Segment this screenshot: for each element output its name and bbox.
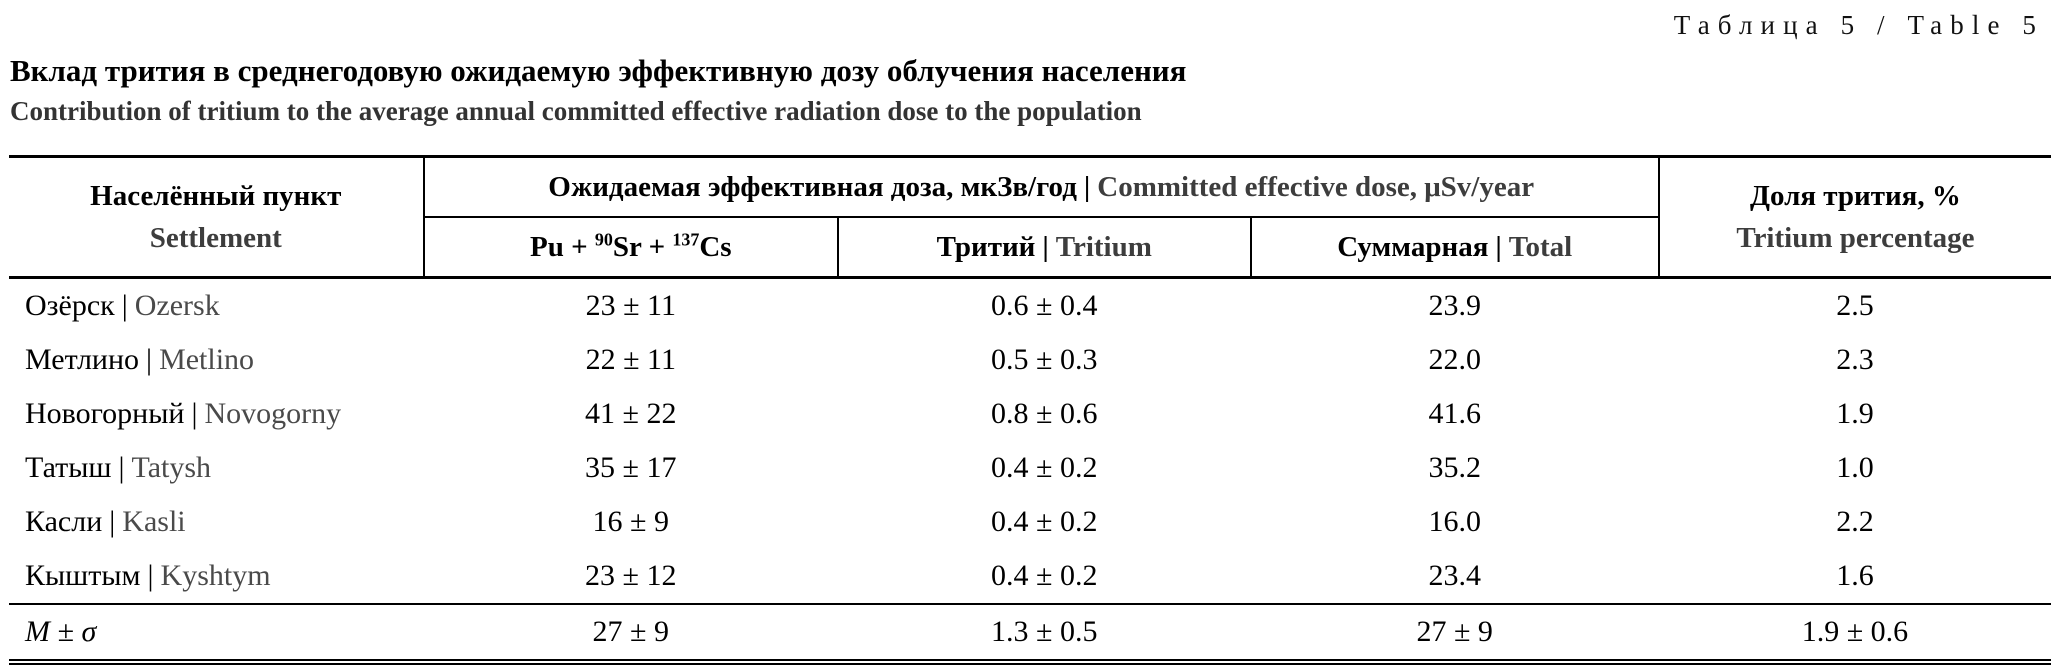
table-row-novogorny: Новогорный | Novogorny 41 ± 22 0.8 ± 0.6 4…	[9, 387, 2051, 441]
tritium-cell: 0.4 ± 0.2	[991, 505, 1098, 538]
table-title-english: Contribution of tritium to the average a…	[10, 96, 1142, 126]
table-row-kasli: Касли | Kasli 16 ± 9 0.4 ± 0.2 16.0 2.2	[9, 495, 2051, 549]
pu-cell: 23 ± 12	[585, 559, 677, 592]
header-total: Суммарная | Total	[1250, 217, 1659, 279]
total-cell: 41.6	[1428, 397, 1481, 430]
divider-bar: |	[191, 397, 198, 430]
settlement-cell: Озёрск | Ozersk	[9, 278, 424, 334]
header-tritium: Тритий | Tritium	[838, 217, 1252, 279]
divider-bar: |	[109, 505, 116, 538]
header-row-1: Населённый пункт Settlement Ожидаемая эф…	[9, 156, 2051, 279]
table-row-tatysh: Татыш | Tatysh 35 ± 17 0.4 ± 0.2 35.2 1.0	[9, 441, 2051, 495]
tritium-cell: 0.4 ± 0.2	[991, 451, 1098, 484]
header-dose-group: Ожидаемая эффективная доза, мкЗв/год | Com…	[423, 156, 1659, 218]
settlement-ru: Озёрск	[25, 289, 115, 322]
total-cell: 22.0	[1428, 343, 1481, 376]
header-tritium-percentage: Доля трития, % Tritium percentage	[1657, 156, 2051, 279]
settlement-en: Metlino	[159, 343, 255, 376]
header-settlement-ru: Населённый пункт	[90, 179, 342, 212]
settlement-en: Ozersk	[134, 289, 220, 322]
header-tritium-percentage-ru: Доля трития, %	[1750, 179, 1961, 212]
settlement-ru: Татыш	[25, 451, 112, 484]
table-row-ozersk: Озёрск | Ozersk 23 ± 11 0.6 ± 0.4 23.9 2.5	[9, 278, 2051, 334]
header-row-2: Pu + 90Sr + 137Cs Тритий | Tritium Суммарн…	[9, 217, 2051, 279]
percent-cell: 1.6	[1836, 559, 1874, 592]
percent-cell: 2.5	[1836, 289, 1874, 322]
sr-mass-number: 90	[594, 228, 613, 249]
header-tritium-en: Tritium	[1055, 230, 1152, 263]
divider-bar: |	[147, 559, 154, 592]
pu-cell: 41 ± 22	[585, 397, 677, 430]
settlement-cell: Татыш | Tatysh	[9, 441, 424, 495]
tritium-cell: 0.8 ± 0.6	[991, 397, 1098, 430]
settlement-en: Novogorny	[204, 397, 342, 430]
divider-bar: |	[1042, 230, 1049, 263]
header-settlement-en: Settlement	[149, 222, 282, 254]
settlement-cell: Кыштым | Kyshtym	[9, 549, 424, 604]
settlement-ru: Новогорный	[25, 397, 185, 430]
divider-bar: |	[146, 343, 153, 376]
percent-cell: 1.0	[1836, 451, 1874, 484]
header-tritium-percentage-en: Tritium percentage	[1736, 222, 1975, 254]
header-settlement: Населённый пункт Settlement	[9, 156, 425, 279]
cs-mass-number: 137	[672, 228, 700, 249]
header-dose-group-ru: Ожидаемая эффективная доза, мкЗв/год	[548, 170, 1077, 203]
header-tritium-ru: Тритий	[936, 230, 1036, 263]
tritium-cell: 0.4 ± 0.2	[991, 559, 1098, 592]
divider-bar: |	[1495, 230, 1502, 263]
tritium-cell: 0.5 ± 0.3	[991, 343, 1098, 376]
cs-text: Cs	[699, 230, 732, 263]
summary-tritium-cell: 1.3 ± 0.5	[838, 603, 1251, 665]
header-dose-group-en: Committed effective dose, μSv/year	[1097, 170, 1535, 203]
percent-cell: 1.9	[1836, 397, 1874, 430]
divider-bar: |	[121, 289, 128, 322]
summary-pu-cell: 27 ± 9	[423, 603, 839, 665]
pu-cell: 22 ± 11	[585, 343, 676, 376]
settlement-cell: Касли | Kasli	[9, 495, 424, 549]
settlement-en: Kasli	[122, 505, 186, 538]
table-body: Озёрск | Ozersk 23 ± 11 0.6 ± 0.4 23.9 2.5…	[9, 278, 2051, 665]
settlement-en: Kyshtym	[160, 559, 271, 592]
summary-row: M ± σ 27 ± 9 1.3 ± 0.5 27 ± 9 1.9 ± 0.6	[9, 603, 2051, 665]
percent-cell: 2.3	[1836, 343, 1874, 376]
total-cell: 35.2	[1428, 451, 1481, 484]
table-header: Населённый пункт Settlement Ожидаемая эф…	[9, 156, 2051, 279]
summary-label: M ± σ	[9, 603, 424, 665]
settlement-cell: Новогорный | Novogorny	[9, 387, 424, 441]
pu-cell: 16 ± 9	[592, 505, 669, 538]
table-number-label: Таблица 5 / Table 5	[1673, 10, 2044, 40]
table-title-russian: Вклад трития в среднегодовую ожидаемую э…	[10, 53, 1187, 88]
header-pu-sr-cs: Pu + 90Sr + 137Cs	[423, 217, 840, 279]
total-cell: 16.0	[1428, 505, 1481, 538]
total-cell: 23.9	[1428, 289, 1481, 322]
pu-cell: 35 ± 17	[585, 451, 677, 484]
divider-bar: |	[1083, 170, 1091, 203]
settlement-ru: Метлино	[25, 343, 140, 376]
pu-text: Pu +	[530, 230, 595, 263]
percent-cell: 2.2	[1836, 505, 1874, 538]
tritium-cell: 0.6 ± 0.4	[991, 289, 1098, 322]
summary-percent-cell: 1.9 ± 0.6	[1658, 603, 2051, 665]
table-row-metlino: Метлино | Metlino 22 ± 11 0.5 ± 0.3 22.0 2…	[9, 333, 2051, 387]
settlement-en: Tatysh	[131, 451, 212, 484]
settlement-cell: Метлино | Metlino	[9, 333, 424, 387]
header-total-ru: Суммарная	[1337, 230, 1489, 263]
pu-cell: 23 ± 11	[585, 289, 676, 322]
table-row-kyshtym: Кыштым | Kyshtym 23 ± 12 0.4 ± 0.2 23.4 1.…	[9, 549, 2051, 604]
settlement-ru: Кыштым	[25, 559, 141, 592]
summary-total-cell: 27 ± 9	[1250, 603, 1659, 665]
sr-text: Sr +	[612, 230, 673, 263]
total-cell: 23.4	[1428, 559, 1481, 592]
settlement-ru: Касли	[25, 505, 103, 538]
dose-table: Населённый пункт Settlement Ожидаемая эф…	[9, 155, 2051, 665]
divider-bar: |	[118, 451, 125, 484]
header-total-en: Total	[1508, 230, 1573, 263]
